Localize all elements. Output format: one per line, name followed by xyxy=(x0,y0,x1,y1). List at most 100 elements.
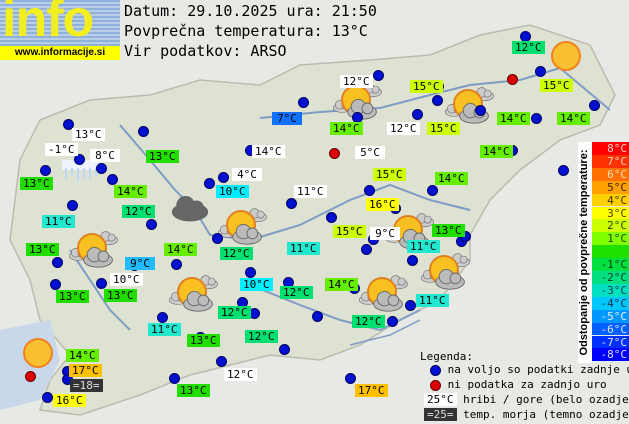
station-dot-icon[interactable] xyxy=(74,154,85,165)
scale-cell: 8°C xyxy=(592,142,629,155)
station-dot-icon[interactable] xyxy=(216,356,227,367)
station-temperature-label: 10°C xyxy=(110,273,143,286)
station-dot-icon[interactable] xyxy=(361,244,372,255)
station-temperature-label: 14°C xyxy=(164,243,197,256)
station-temperature-label: 12°C xyxy=(220,247,253,260)
scale-cell: -6°C xyxy=(592,322,629,336)
partly-cloudy-icon xyxy=(166,272,222,318)
station-temperature-label: 13°C xyxy=(20,177,53,190)
station-dot-icon[interactable] xyxy=(52,257,63,268)
station-dot-icon[interactable] xyxy=(67,200,78,211)
date-line: Datum: 29.10.2025 ura: 21:50 xyxy=(124,2,377,20)
station-dot-icon[interactable] xyxy=(218,172,229,183)
partly-cloudy-icon xyxy=(66,228,122,274)
station-temperature-label: 17°C xyxy=(355,384,388,397)
station-dot-icon[interactable] xyxy=(427,185,438,196)
station-temperature-label: 14°C xyxy=(66,349,99,362)
station-temperature-label: 11°C xyxy=(287,242,320,255)
scale-cell: -1°C xyxy=(592,258,629,271)
legend-blue-text: na voljo so podatki zadnje ure xyxy=(447,363,629,376)
station-dot-icon[interactable] xyxy=(373,70,384,81)
station-temperature-label: 14°C xyxy=(252,145,285,158)
station-no-data-dot-icon[interactable] xyxy=(25,371,36,382)
station-dot-icon[interactable] xyxy=(298,97,309,108)
partly-cloudy-icon xyxy=(356,272,412,318)
station-temperature-label: 9°C xyxy=(370,227,400,240)
red-dot-icon xyxy=(430,379,441,391)
sun-icon xyxy=(21,336,55,374)
station-dot-icon[interactable] xyxy=(558,165,569,176)
station-dot-icon[interactable] xyxy=(407,255,418,266)
station-no-data-dot-icon[interactable] xyxy=(329,148,340,159)
station-temperature-label: 15°C xyxy=(333,225,366,238)
station-dot-icon[interactable] xyxy=(535,66,546,77)
station-dot-icon[interactable] xyxy=(212,233,223,244)
station-dot-icon[interactable] xyxy=(169,373,180,384)
station-temperature-label: 12°C xyxy=(122,205,155,218)
station-dot-icon[interactable] xyxy=(286,198,297,209)
station-temperature-label: 14°C xyxy=(480,145,513,158)
river-kolpa xyxy=(349,319,421,346)
station-dot-icon[interactable] xyxy=(475,105,486,116)
scale-cell: 7°C xyxy=(592,154,629,168)
station-dot-icon[interactable] xyxy=(63,119,74,130)
legend-red-text: ni podatka za zadnjo uro xyxy=(447,378,607,391)
station-dot-icon[interactable] xyxy=(589,100,600,111)
station-temperature-label: 14°C xyxy=(330,122,363,135)
station-temperature-label: 15°C xyxy=(540,79,573,92)
scale-cell: 4°C xyxy=(592,193,629,207)
station-dot-icon[interactable] xyxy=(279,344,290,355)
station-temperature-label: 11°C xyxy=(416,294,449,307)
station-temperature-label: 14°C xyxy=(497,112,530,125)
station-dot-icon[interactable] xyxy=(412,109,423,120)
station-dot-icon[interactable] xyxy=(405,300,416,311)
station-dot-icon[interactable] xyxy=(42,392,53,403)
station-temperature-label: 15°C xyxy=(410,80,443,93)
station-dot-icon[interactable] xyxy=(107,174,118,185)
station-dot-icon[interactable] xyxy=(249,308,260,319)
station-dot-icon[interactable] xyxy=(96,278,107,289)
station-temperature-label: 11°C xyxy=(42,215,75,228)
scale-cell: 6°C xyxy=(592,167,629,181)
station-dot-icon[interactable] xyxy=(157,312,168,323)
source-line: Vir podatkov: ARSO xyxy=(124,42,287,60)
legend-sea-text: temp. morja (temno ozadje) xyxy=(463,408,629,421)
station-dot-icon[interactable] xyxy=(138,126,149,137)
station-temperature-label: 12°C xyxy=(245,330,278,343)
station-temperature-label: 10°C xyxy=(240,278,273,291)
station-dot-icon[interactable] xyxy=(312,311,323,322)
station-dot-icon[interactable] xyxy=(245,267,256,278)
station-temperature-label: 4°C xyxy=(232,168,262,181)
station-dot-icon[interactable] xyxy=(387,316,398,327)
scale-cell: 2°C xyxy=(592,219,629,232)
station-temperature-label: 5°C xyxy=(355,146,385,159)
logo-url[interactable]: www.informacije.si xyxy=(0,46,120,60)
station-dot-icon[interactable] xyxy=(96,163,107,174)
station-temperature-label: 7°C xyxy=(272,112,302,125)
partly-cloudy-icon xyxy=(215,205,271,251)
scale-cell: 3°C xyxy=(592,206,629,219)
station-dot-icon[interactable] xyxy=(50,279,61,290)
station-dot-icon[interactable] xyxy=(364,185,375,196)
scale-cell: 5°C xyxy=(592,180,629,194)
scale-cell: -5°C xyxy=(592,309,629,323)
station-dot-icon[interactable] xyxy=(146,219,157,230)
station-temperature-label: 14°C xyxy=(557,112,590,125)
legend-mountain-sample: 25°C xyxy=(424,393,457,406)
logo-word: info xyxy=(2,0,94,48)
station-dot-icon[interactable] xyxy=(345,373,356,384)
station-dot-icon[interactable] xyxy=(40,165,51,176)
station-temperature-label: 17°C xyxy=(69,364,102,377)
station-no-data-dot-icon[interactable] xyxy=(507,74,518,85)
station-dot-icon[interactable] xyxy=(326,212,337,223)
station-dot-icon[interactable] xyxy=(432,95,443,106)
scale-cell: -4°C xyxy=(592,296,629,310)
station-temperature-label: 14°C xyxy=(435,172,468,185)
partly-cloudy-icon xyxy=(418,250,474,296)
station-temperature-label: 15°C xyxy=(373,168,406,181)
sun-icon xyxy=(549,39,583,77)
station-dot-icon[interactable] xyxy=(204,178,215,189)
station-dot-icon[interactable] xyxy=(531,113,542,124)
station-dot-icon[interactable] xyxy=(171,259,182,270)
station-temperature-label: 13°C xyxy=(104,289,137,302)
